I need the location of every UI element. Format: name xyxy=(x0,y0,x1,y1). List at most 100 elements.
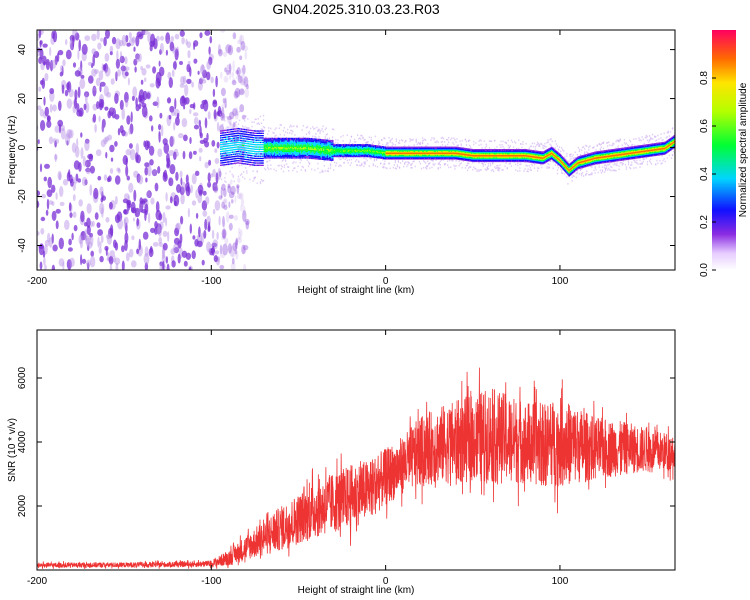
spectrogram-signal-cell xyxy=(245,129,247,131)
spectrogram-signal-cell xyxy=(296,140,298,142)
spectrogram-signal-cell xyxy=(235,137,237,139)
spectrogram-signal-cell xyxy=(254,148,256,150)
spectrogram-signal-cell xyxy=(302,141,304,143)
spectrogram-signal-cell xyxy=(294,157,296,159)
spectrogram-halo-cell xyxy=(483,140,485,142)
spectrogram-signal-cell xyxy=(288,140,290,142)
spectrogram-signal-cell xyxy=(314,158,316,160)
spectrogram-noise-cell xyxy=(170,248,176,255)
spectrogram-signal-cell xyxy=(338,151,340,153)
spectrogram-noise-cell xyxy=(110,157,114,162)
spectrogram-signal-cell xyxy=(333,151,335,153)
spectrogram-halo-cell xyxy=(383,137,385,139)
spectrogram-signal-cell xyxy=(307,150,309,153)
spectrogram-signal-cell xyxy=(343,145,345,147)
spectrogram-noise-cell xyxy=(133,46,136,52)
spectrogram-signal-cell xyxy=(315,138,317,140)
spectrogram-signal-cell xyxy=(246,131,248,133)
spectrogram-signal-cell xyxy=(229,133,231,135)
spectrogram-noise-cell xyxy=(130,111,133,123)
spectrogram-signal-cell xyxy=(246,129,248,131)
spectrogram-noise-cell xyxy=(34,196,36,204)
spectrogram-signal-cell xyxy=(227,161,229,163)
spectrogram-noise-cell xyxy=(83,229,88,241)
spectrogram-noise-cell xyxy=(181,250,188,258)
spectrogram-signal-cell xyxy=(233,149,235,151)
spectrogram-signal-cell xyxy=(266,157,268,159)
spectrogram-signal-cell xyxy=(270,141,272,143)
spectrogram-halo-cell xyxy=(460,143,462,145)
spectrogram-signal-cell xyxy=(277,153,279,155)
spectrogram-halo-cell xyxy=(374,165,377,167)
spectrogram-noise-cell xyxy=(184,182,190,192)
spectrogram-signal-cell xyxy=(299,145,301,147)
spectrogram-signal-cell xyxy=(299,152,301,154)
spectrogram-signal-cell xyxy=(273,148,275,150)
spectrogram-signal-cell xyxy=(243,154,245,156)
spectrogram-halo-cell xyxy=(350,162,353,164)
spectrogram-signal-cell xyxy=(237,162,239,164)
spectrogram-noise-cell xyxy=(79,237,83,249)
spectrogram-signal-cell xyxy=(288,157,290,159)
spectrogram-signal-cell xyxy=(277,145,279,147)
spectrogram-signal-cell xyxy=(239,144,241,146)
spectrogram-signal-cell xyxy=(284,157,286,159)
spectrogram-signal-cell xyxy=(237,139,239,141)
spectrogram-signal-cell xyxy=(265,146,267,149)
spectrogram-signal-cell xyxy=(220,130,222,132)
spectrogram-signal-cell xyxy=(283,152,285,154)
spectrogram-halo-cell xyxy=(634,144,636,147)
spectrogram-halo-cell xyxy=(578,150,581,153)
spectrogram-noise-cell xyxy=(64,89,69,97)
spectrogram-noise-cell xyxy=(232,60,235,72)
spectrogram-noise-cell xyxy=(235,251,239,260)
spectrogram-signal-cell xyxy=(282,149,284,151)
spectrogram-signal-cell xyxy=(244,135,246,138)
spectrogram-halo-cell xyxy=(566,155,568,157)
spectrogram-signal-cell xyxy=(272,137,274,140)
spectrogram-signal-cell xyxy=(274,154,276,156)
spectrogram-signal-cell xyxy=(282,157,284,159)
spectrogram-signal-cell xyxy=(322,153,324,155)
spectrogram-signal-cell xyxy=(308,153,310,155)
spectrogram-signal-cell xyxy=(346,147,348,149)
spectrogram-halo-cell xyxy=(385,144,387,146)
spectrogram-signal-cell xyxy=(272,148,274,150)
spectrogram-halo-cell xyxy=(490,169,493,172)
spectrogram-halo-cell xyxy=(574,151,576,154)
spectrogram-signal-cell xyxy=(315,148,317,151)
spectrogram-signal-cell xyxy=(313,154,315,156)
spectrogram-signal-cell xyxy=(279,143,281,145)
spectrogram-signal-cell xyxy=(335,144,337,146)
spectrogram-noise-cell xyxy=(189,223,192,234)
spectrogram-halo-cell xyxy=(421,137,424,139)
spectrogram-halo-cell xyxy=(321,128,323,130)
spectrogram-halo-cell xyxy=(362,136,364,139)
spectrogram-signal-cell xyxy=(313,144,315,147)
spectrogram-halo-cell xyxy=(264,167,266,170)
spectrogram-halo-cell xyxy=(540,142,542,145)
spectrogram-signal-cell xyxy=(283,146,285,149)
spectrogram-halo-cell xyxy=(579,168,582,170)
spectrogram-halo-cell xyxy=(580,173,583,175)
spectrogram-noise-cell xyxy=(181,37,185,45)
spectrogram-signal-cell xyxy=(234,160,236,162)
spectrogram-halo-cell xyxy=(519,167,521,169)
spectrogram-noise-cell xyxy=(141,68,147,76)
spectrogram-halo-cell xyxy=(469,144,471,147)
spectrogram-signal-cell xyxy=(281,148,283,150)
spectrogram-noise-cell xyxy=(99,241,102,249)
spectrogram-halo-cell xyxy=(635,161,637,164)
spectrogram-signal-cell xyxy=(317,153,319,155)
spectrogram-noise-cell xyxy=(68,88,74,98)
spectrogram-noise-cell xyxy=(111,36,117,45)
spectrogram-signal-cell xyxy=(328,146,330,148)
spectrogram-halo-cell xyxy=(264,126,266,129)
spectrogram-halo-cell xyxy=(535,144,538,146)
spectrogram-noise-cell xyxy=(222,199,227,204)
spectrogram-halo-cell xyxy=(388,137,390,139)
spectrogram-signal-cell xyxy=(256,144,258,146)
spectrogram-signal-cell xyxy=(220,148,222,150)
spectrogram-signal-cell xyxy=(277,139,279,141)
spectrogram-signal-cell xyxy=(232,153,234,156)
